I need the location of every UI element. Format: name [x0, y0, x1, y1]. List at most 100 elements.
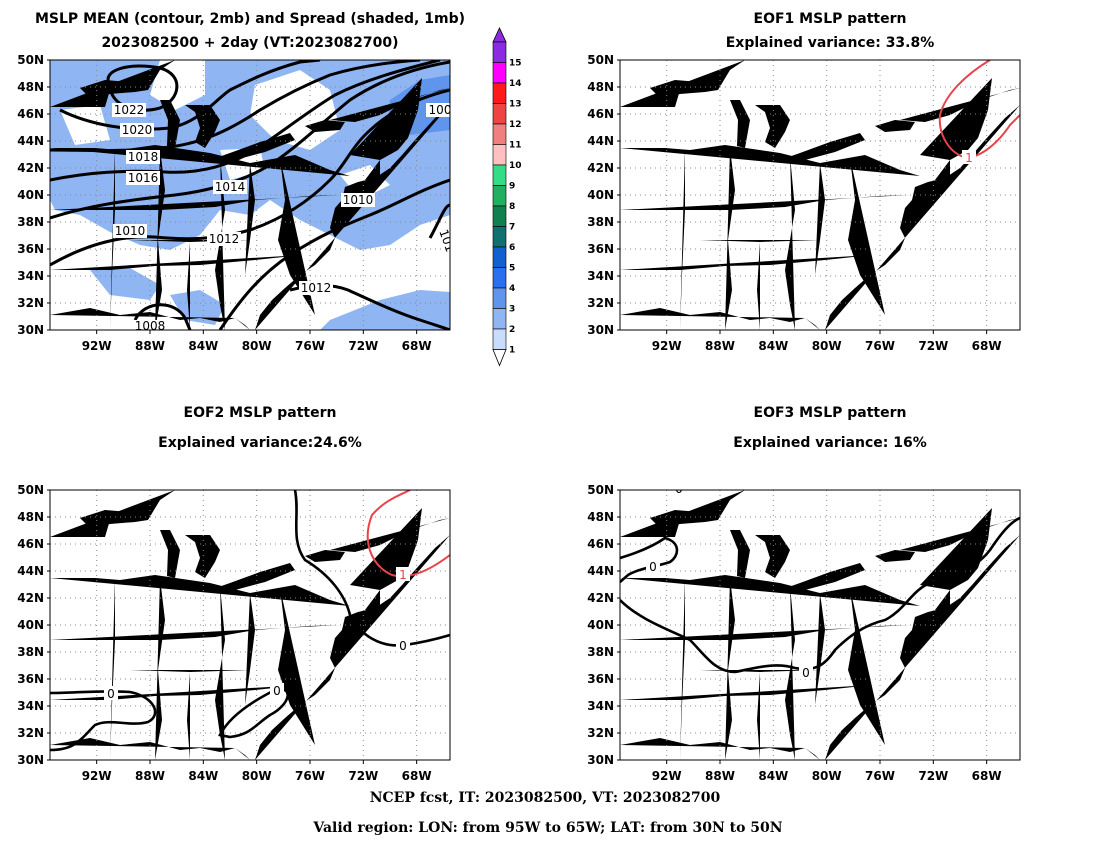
footer-forecast-info: NCEP fcst, IT: 2023082500, VT: 202308270…	[370, 790, 721, 806]
lon-tick-label: 68W	[972, 769, 1002, 783]
lat-tick-label: 46N	[17, 537, 44, 551]
lat-tick-label: 38N	[17, 215, 44, 229]
lat-tick-label: 50N	[587, 53, 614, 67]
lon-tick-label: 80W	[812, 769, 842, 783]
contour-label: 1020	[122, 123, 153, 137]
lat-tick-label: 36N	[587, 672, 614, 686]
grid-lines	[50, 60, 450, 330]
lat-tick-label: 38N	[587, 215, 614, 229]
contour-labels: 1022 1020 1018 1016 1014 1012 1010 1008 …	[112, 103, 452, 330]
lat-tick-label: 30N	[17, 323, 44, 337]
lat-tick-label: 50N	[17, 53, 44, 67]
lat-tick-label: 38N	[587, 645, 614, 659]
panel-subtitle: Explained variance: 16%	[733, 435, 926, 451]
lon-tick-label: 88W	[705, 769, 735, 783]
colorbar-swatch	[492, 144, 507, 166]
eof1-contours	[938, 60, 1020, 160]
spread-colorbar: 15 14 13 12 11 10 9 8 7 6 5 4 3 2 1	[492, 27, 522, 367]
lat-tick-label: 36N	[17, 242, 44, 256]
lon-tick-label: 88W	[705, 339, 735, 353]
lon-tick-label: 92W	[652, 339, 682, 353]
panel-subtitle: Explained variance:24.6%	[158, 435, 362, 451]
colorbar-swatch	[492, 246, 507, 268]
lat-tick-label: 46N	[587, 537, 614, 551]
lat-tick-label: 40N	[587, 618, 614, 632]
lon-tick-label: 84W	[758, 339, 788, 353]
lon-tick-label: 76W	[295, 339, 325, 353]
lat-tick-label: 32N	[17, 726, 44, 740]
lat-tick-label: 44N	[17, 564, 44, 578]
colorbar-swatch	[492, 41, 507, 63]
lon-tick-label: 84W	[188, 769, 218, 783]
panel-title: EOF3 MSLP pattern	[754, 405, 907, 421]
contour-label: 0	[273, 684, 281, 698]
lon-tick-label: 80W	[812, 339, 842, 353]
lat-tick-label: 30N	[587, 753, 614, 767]
lat-tick-label: 50N	[17, 483, 44, 497]
lat-tick-label: 46N	[17, 107, 44, 121]
lat-tick-label: 30N	[17, 753, 44, 767]
colorbar-label: 15	[509, 59, 522, 69]
panel-eof2: EOF2 MSLP pattern Explained variance:24.…	[49, 405, 451, 761]
eof3-contours	[620, 516, 1020, 674]
lon-tick-label: 72W	[918, 769, 948, 783]
colorbar-swatch	[492, 308, 507, 330]
colorbar-swatch	[492, 328, 507, 350]
colorbar-swatch	[492, 205, 507, 227]
lat-tick-label: 42N	[587, 591, 614, 605]
colorbar-top-arrow	[492, 27, 507, 43]
colorbar-label: 3	[509, 305, 515, 315]
lon-tick-label: 68W	[402, 769, 432, 783]
lon-tick-label: 88W	[135, 339, 165, 353]
lat-tick-label: 50N	[587, 483, 614, 497]
lat-tick-label: 44N	[17, 134, 44, 148]
colorbar-label: 5	[509, 264, 515, 274]
lat-tick-label: 38N	[17, 645, 44, 659]
lat-tick-label: 48N	[17, 80, 44, 94]
lat-tick-label: 32N	[587, 296, 614, 310]
colorbar-swatch	[492, 62, 507, 84]
lon-tick-label: 92W	[82, 339, 112, 353]
lon-tick-label: 68W	[402, 339, 432, 353]
lat-tick-label: 40N	[17, 618, 44, 632]
colorbar-label: 8	[509, 202, 515, 212]
colorbar-label: 1	[509, 346, 515, 356]
colorbar-swatch	[492, 226, 507, 248]
lat-tick-label: 32N	[587, 726, 614, 740]
panel-title: EOF2 MSLP pattern	[184, 405, 337, 421]
lat-tick-label: 48N	[17, 510, 44, 524]
lon-tick-label: 84W	[188, 339, 218, 353]
panel-subtitle: Explained variance: 33.8%	[726, 35, 935, 51]
eof2-contours	[50, 490, 450, 752]
lat-tick-label: 42N	[17, 591, 44, 605]
lon-tick-label: 84W	[758, 769, 788, 783]
lat-tick-label: 44N	[587, 134, 614, 148]
lon-tick-label: 76W	[295, 769, 325, 783]
lat-tick-label: 36N	[17, 672, 44, 686]
colorbar-swatch	[492, 267, 507, 289]
contour-label: 100	[429, 103, 452, 117]
colorbar-label: 4	[509, 284, 515, 294]
colorbar-swatch	[492, 185, 507, 207]
contour-label: 1016	[128, 171, 159, 185]
contour-label: 1	[965, 151, 973, 165]
lat-tick-label: 48N	[587, 80, 614, 94]
lon-tick-label: 72W	[348, 339, 378, 353]
axis-tick-labels: 50N 48N 46N 44N 42N 40N 38N 36N 34N 32N 30N 92W 88W 8…	[17, 53, 1001, 783]
colorbar-label: 14	[509, 79, 522, 89]
lat-tick-label: 42N	[17, 161, 44, 175]
colorbar-label: 9	[509, 182, 515, 192]
contour-label: 0	[802, 666, 810, 680]
panel-mslp-mean: MSLP MEAN (contour, 2mb) and Spread (sha…	[35, 11, 465, 331]
contour-label: 0	[675, 482, 683, 496]
lon-tick-label: 92W	[82, 769, 112, 783]
lon-tick-label: 76W	[865, 769, 895, 783]
contour-label: 0	[649, 560, 657, 574]
colorbar-swatch	[492, 164, 507, 186]
grid-lines	[620, 490, 1020, 760]
lat-tick-label: 34N	[17, 699, 44, 713]
panel-eof3: EOF3 MSLP pattern Explained variance: 16…	[619, 405, 1021, 761]
colorbar-bottom-arrow	[492, 349, 507, 367]
contour-label: 1014	[215, 180, 246, 194]
